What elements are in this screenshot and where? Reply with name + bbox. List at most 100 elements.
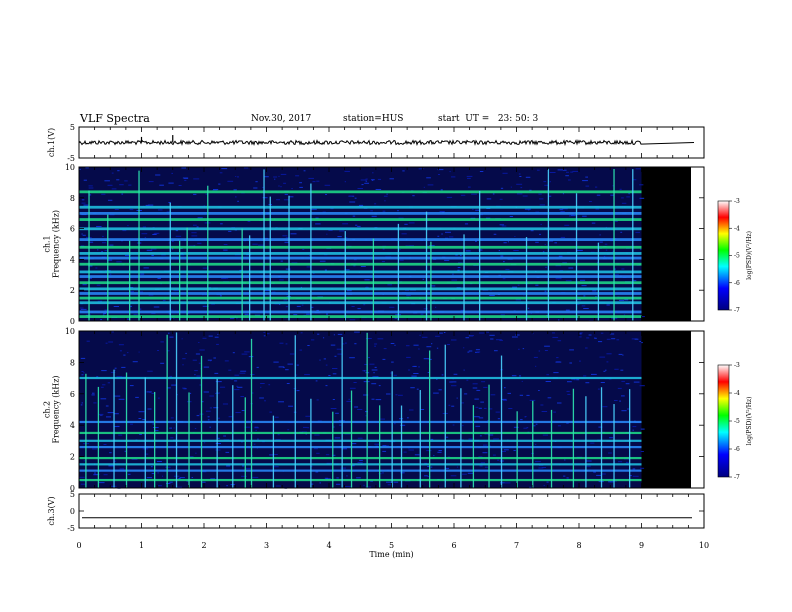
ch2-spectrogram-noise-cell <box>465 337 470 339</box>
ch1-spectrogram-noise-cell <box>316 180 320 182</box>
ch2-spectrogram-noise-cell <box>395 394 398 396</box>
ch1-spectrogram-burst-21 <box>525 237 528 321</box>
ch1-spectrogram-noise-cell <box>465 250 471 252</box>
ch1-wave-ytick-0: 5 <box>70 123 75 132</box>
ch2-spectrogram-noise-cell <box>526 427 529 428</box>
ch1-spectrogram-burst-19 <box>463 234 465 321</box>
ch1-spectrogram-noise-cell <box>276 199 280 201</box>
ch2-spectrogram-noise-cell <box>501 451 507 452</box>
ch2-spectrogram-noise-cell <box>118 344 124 346</box>
ch1-spectrogram-noise-cell <box>244 314 249 316</box>
ch1-spectrogram-noise-cell <box>141 233 148 235</box>
ch2-spectrogram-noise-cell <box>207 416 210 418</box>
ch2-spectrogram-noise-cell <box>467 472 474 474</box>
ch2-spectrogram-noise-cell <box>91 394 95 396</box>
xtick-label-10: 10 <box>699 541 709 550</box>
ch1-spectrogram-ylabel: ch.1 Frequency (kHz) <box>43 210 61 278</box>
ch2-spectrogram-noise-cell <box>255 429 257 431</box>
ch2-spectrogram-noise-cell <box>332 368 338 369</box>
ch1-spectrogram-noise-cell <box>452 273 454 275</box>
ch1-spectrogram-noise-cell <box>568 267 574 269</box>
ch2-spectrogram-noise-cell <box>323 337 325 339</box>
ch2-spectrogram-burst-23 <box>400 405 403 488</box>
ch2-spectrogram-noise-cell <box>109 452 112 454</box>
ch2-spectrogram-band-2 <box>79 463 642 466</box>
ch2-spectrogram-noise-cell <box>515 334 520 336</box>
ch2-spectrogram-noise-cell <box>300 332 303 334</box>
ch2-spectrogram-noise-cell <box>640 451 644 452</box>
ch2-spectrogram-noise-cell <box>386 481 392 483</box>
ch2-spectrogram-noise-cell <box>285 343 288 345</box>
ch2-spectrogram-burst-12 <box>244 397 246 488</box>
ch1-spectrogram-noise-cell <box>517 284 520 286</box>
ch2-spectrogram-burst-26 <box>444 344 446 488</box>
ch2-spectrogram-noise-cell <box>631 338 638 340</box>
ch1-spectrogram-noise-cell <box>438 174 441 175</box>
ch1-spectrogram-noise-cell <box>235 176 237 177</box>
ch1-spectrogram-noise-cell <box>263 176 269 178</box>
ch1-spectrogram-noise-cell <box>158 209 163 211</box>
ch2-spectrogram-noise-cell <box>436 347 439 349</box>
ch1-spectrogram-noise-cell <box>570 171 574 173</box>
ch1-spectrogram-noise-cell <box>544 244 546 245</box>
ch3-waveform-frame <box>78 493 705 529</box>
ch1-spectrogram-noise-cell <box>154 232 160 234</box>
ch2-spectrogram-ytick-1: 2 <box>70 453 75 462</box>
ch2-spectrogram-noise-cell <box>410 387 415 389</box>
ch1-spectrogram-noise-cell <box>101 193 106 195</box>
ch1-spectrogram-noise-cell <box>111 188 117 190</box>
ch1-spectrogram-noise-cell <box>283 199 290 201</box>
ch2-spectrogram-noise-cell <box>185 352 187 354</box>
ch1-spectrogram-noise-cell <box>451 279 458 281</box>
ch2-spectrogram-noise-cell <box>557 340 562 342</box>
ch2-spectrogram-noise-cell <box>105 405 109 407</box>
ch2-spectrogram-noise-cell <box>450 475 457 477</box>
ch2-spectrogram-noise-cell <box>94 472 96 474</box>
ch2-spectrogram-noise-cell <box>226 485 228 487</box>
ch2-spectrogram-noise-cell <box>80 483 86 485</box>
ch1-spectrogram-noise-cell <box>255 181 258 183</box>
ch2-spectrogram-noise-cell <box>336 477 339 479</box>
ch2-spectrogram-noise-cell <box>351 443 357 445</box>
ch2-spectrogram-noise-cell <box>614 461 616 463</box>
ch2-spectrogram-noise-cell <box>182 358 186 360</box>
ch2-spectrogram-noise-cell <box>145 453 149 455</box>
ch1-spectrogram-noise-cell <box>365 178 368 180</box>
ch2-spectrogram-noise-cell <box>406 356 411 358</box>
ch1-spectrogram-noise-cell <box>220 295 222 297</box>
ch2-spectrogram-noise-cell <box>478 417 484 419</box>
ch2-spectrogram-ylabel-line-1: Frequency (kHz) <box>52 375 61 443</box>
ch2-spectrogram-noise-cell <box>436 379 438 380</box>
ch1-spectrogram-noise-cell <box>128 184 132 186</box>
ch1-spectrogram-noise-cell <box>423 186 425 188</box>
ch2-spectrogram-noise-cell <box>203 366 210 368</box>
ch2-spectrogram-noise-cell <box>215 381 222 383</box>
ch1-spectrogram-ytick-1: 2 <box>70 286 75 295</box>
ch2-spectrogram-noise-cell <box>619 400 621 402</box>
ch1-spectrogram-ylabel-line-0: ch.1 <box>43 235 52 252</box>
ch2-spectrogram-noise-cell <box>413 344 419 346</box>
ch2-spectrogram-noise-cell <box>543 484 545 486</box>
ch2-spectrogram-noise-cell <box>598 341 603 343</box>
ch2-spectrogram-noise-cell <box>445 436 449 438</box>
ch1-spectrogram-noise-cell <box>486 198 492 200</box>
ch2-spectrogram-noise-cell <box>363 394 369 396</box>
ch2-spectrogram-cbtick-1: -4 <box>734 390 740 397</box>
ch2-spectrogram-noise-cell <box>382 450 387 452</box>
ch1-spectrogram-noise-cell <box>639 316 645 318</box>
ch2-spectrogram-noise-cell <box>573 379 577 381</box>
ch2-spectrogram-noise-cell <box>333 334 335 336</box>
ch2-spectrogram-noise-cell <box>451 405 455 407</box>
ch2-spectrogram-noise-cell <box>374 366 377 368</box>
ch2-spectrogram-noise-cell <box>478 456 483 458</box>
ch2-spectrogram-noise-cell <box>608 481 614 483</box>
ch1-spectrogram-noise-cell <box>247 221 251 222</box>
ch2-spectrogram-noise-cell <box>591 373 597 375</box>
ch2-spectrogram-noise-cell <box>274 416 279 418</box>
ch1-spectrogram-noise-cell <box>464 223 469 225</box>
ch2-spectrogram-noise-cell <box>340 467 347 469</box>
ch2-spectrogram-noise-cell <box>170 417 174 419</box>
ch1-spectrogram-burst-18 <box>430 241 432 321</box>
ch2-spectrogram-noise-cell <box>521 380 523 382</box>
ch1-spectrogram-ylabel-line-1: Frequency (kHz) <box>52 210 61 278</box>
